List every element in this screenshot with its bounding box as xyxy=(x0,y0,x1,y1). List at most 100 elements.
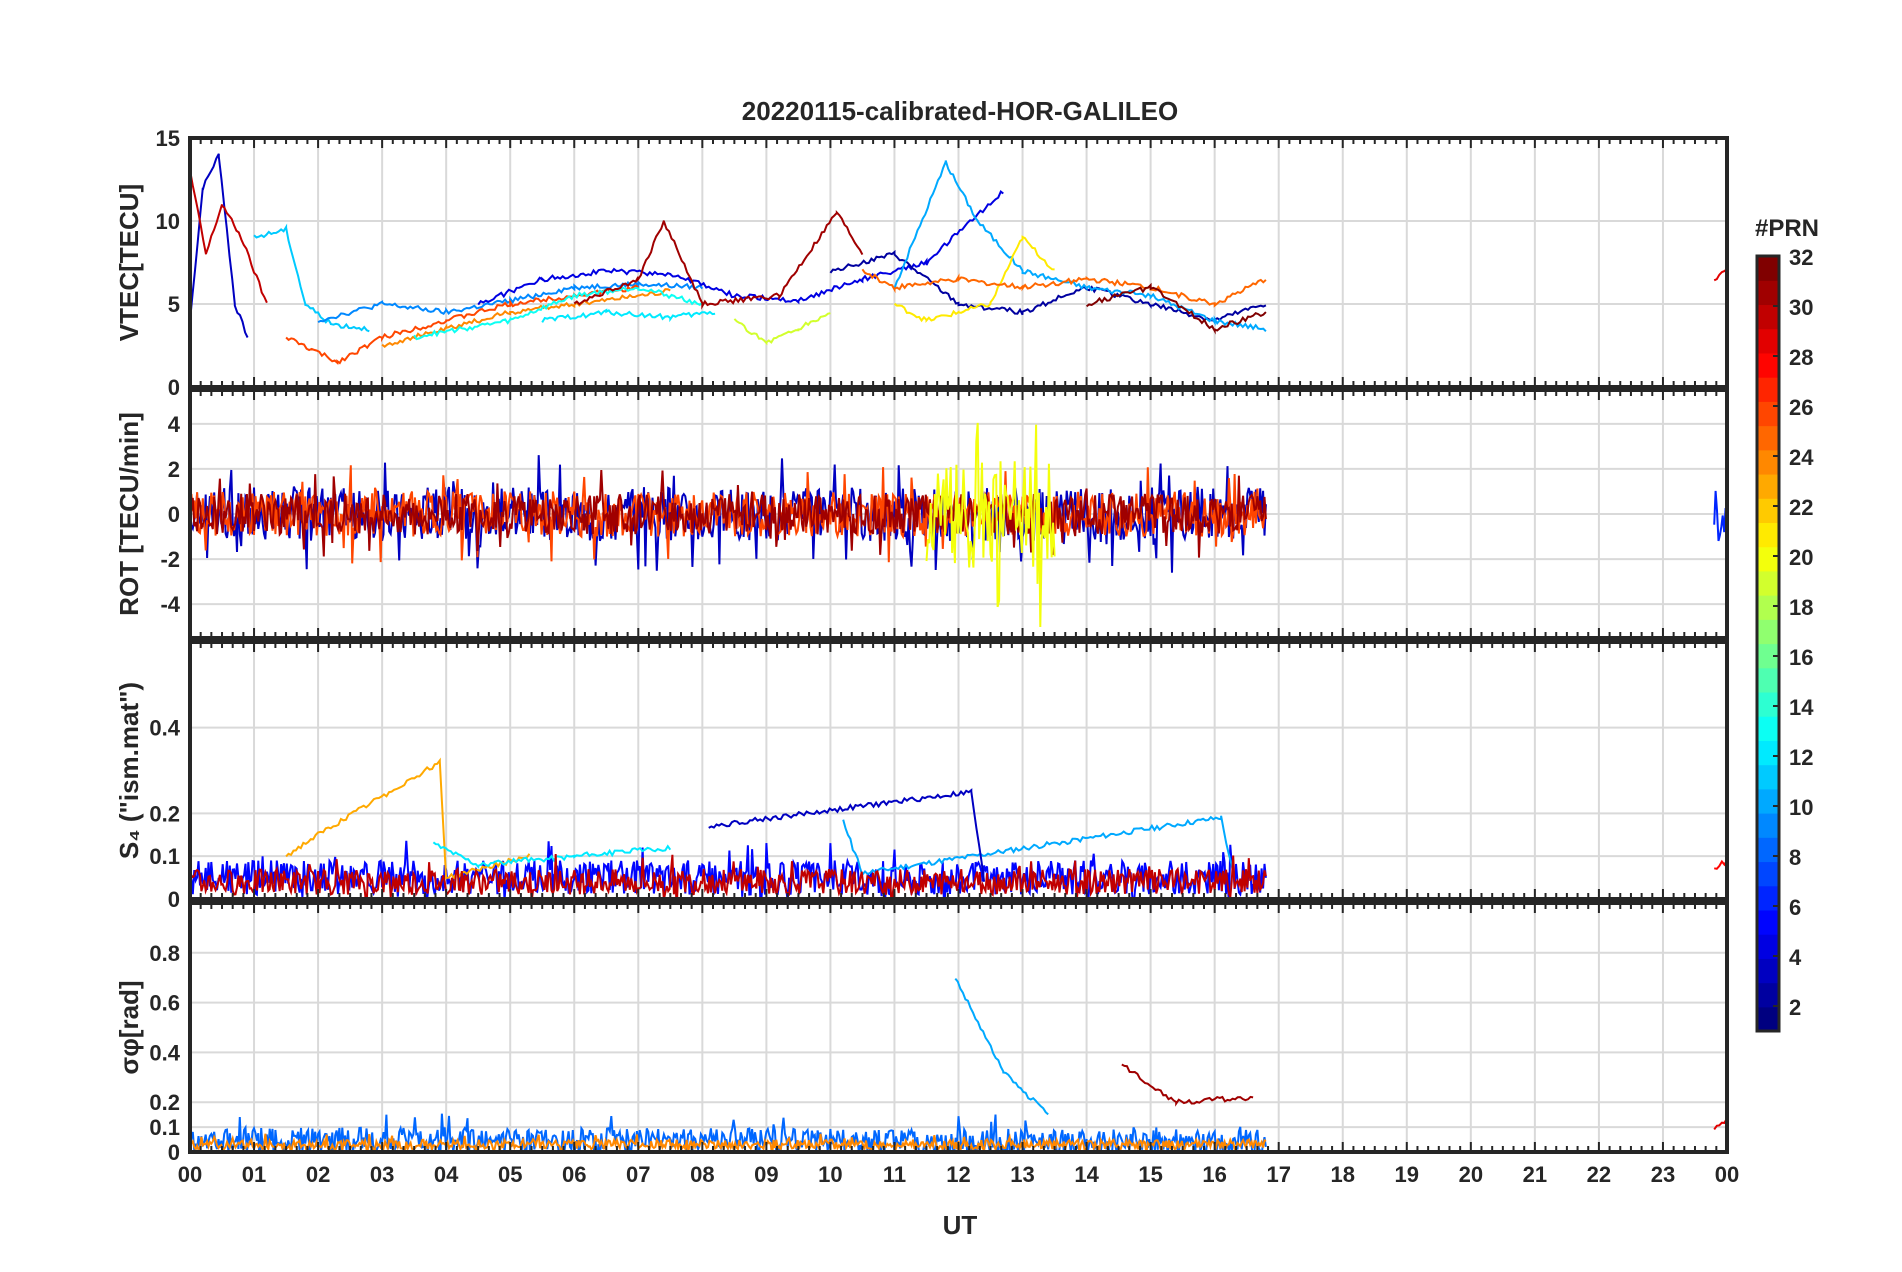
series-group xyxy=(190,153,1727,366)
x-tick-label: 04 xyxy=(434,1162,459,1187)
colorbar-band xyxy=(1757,1006,1779,1032)
colorbar-tick-label: 32 xyxy=(1789,245,1813,270)
x-tick-label: 03 xyxy=(370,1162,394,1187)
series-prn-24 xyxy=(381,288,671,348)
colorbar-band xyxy=(1757,716,1779,741)
colorbar-tick-label: 28 xyxy=(1789,345,1813,370)
y-tick-label: 0.1 xyxy=(149,844,180,869)
series-prn-21 xyxy=(893,235,1055,324)
x-tick-label: 01 xyxy=(242,1162,266,1187)
series-prn-32 xyxy=(1086,282,1267,335)
y-tick-label: 0 xyxy=(168,887,180,912)
colorbar-band xyxy=(1757,813,1779,838)
colorbar-band xyxy=(1757,401,1779,427)
colorbar-band xyxy=(1757,837,1779,863)
colorbar-band xyxy=(1757,377,1779,402)
series-prn-31 xyxy=(190,470,1267,558)
series-prn-6 xyxy=(1713,490,1727,542)
colorbar-tick-label: 16 xyxy=(1789,645,1813,670)
x-tick-label: 12 xyxy=(946,1162,970,1187)
colorbar-band xyxy=(1757,425,1779,451)
y-tick-label: -2 xyxy=(160,547,180,572)
colorbar-tick-label: 30 xyxy=(1789,295,1813,320)
chart-title: 20220115-calibrated-HOR-GALILEO xyxy=(742,96,1178,126)
colorbar-band xyxy=(1757,449,1779,475)
series-prn-12 xyxy=(432,841,672,870)
y-tick-label: 0.4 xyxy=(149,716,180,741)
colorbar-band xyxy=(1757,934,1779,959)
colorbar-band xyxy=(1757,304,1779,330)
series-prn-19 xyxy=(733,312,831,346)
panel-2: -4 -2 0 2 4 ROT [TECU/min] xyxy=(114,388,1729,640)
x-tick-label: 23 xyxy=(1651,1162,1675,1187)
series-prn-29 xyxy=(1713,268,1727,282)
panel-4: 00.10.2 0.4 0.6 0.8σφ[rad] xyxy=(114,901,1729,1165)
y-tick-label: 0.4 xyxy=(149,1040,180,1065)
x-tick-label: 17 xyxy=(1266,1162,1290,1187)
colorbar-band xyxy=(1757,619,1779,645)
colorbar-band xyxy=(1757,570,1779,596)
colorbar-band xyxy=(1757,498,1779,524)
colorbar-tick-label: 18 xyxy=(1789,595,1813,620)
series-prn-10 xyxy=(842,815,1235,877)
x-tick-label: 02 xyxy=(306,1162,330,1187)
series-prn-23 xyxy=(285,757,531,880)
y-tick-label: 0.8 xyxy=(149,941,180,966)
colorbar-tick-label: 6 xyxy=(1789,895,1801,920)
colorbar-band xyxy=(1757,861,1779,887)
series-prn-31 xyxy=(1121,1063,1254,1107)
y-tick-label: 0.2 xyxy=(149,1090,180,1115)
series-prn-4 xyxy=(477,190,1004,306)
x-tick-label: 06 xyxy=(562,1162,586,1187)
colorbar-band xyxy=(1757,788,1779,814)
x-axis-label: UT xyxy=(943,1210,978,1240)
series-prn-8 xyxy=(190,1113,1267,1152)
series-prn-28 xyxy=(1714,859,1727,870)
series-group xyxy=(190,422,1727,628)
panel-3: 0 0.1 0.2 0.4S₄ ("ism.mat") xyxy=(114,640,1729,912)
y-axis-label: σφ[rad] xyxy=(114,980,144,1074)
colorbar-tick-label: 10 xyxy=(1789,795,1813,820)
x-tick-label: 22 xyxy=(1587,1162,1611,1187)
y-tick-label: 2 xyxy=(168,457,180,482)
y-tick-label: 0.2 xyxy=(149,801,180,826)
panel-1: 0 5 10 15 VTEC[TECU] xyxy=(114,126,1729,400)
series-group xyxy=(190,977,1727,1152)
x-tick-label: 00 xyxy=(1715,1162,1739,1187)
x-tick-label: 19 xyxy=(1395,1162,1419,1187)
x-tick-label: 15 xyxy=(1138,1162,1162,1187)
colorbar-band xyxy=(1757,643,1779,669)
y-tick-label: 0 xyxy=(168,1140,180,1165)
series-prn-10 xyxy=(954,977,1049,1116)
colorbar-tick-label: 24 xyxy=(1789,445,1814,470)
x-tick-label: 10 xyxy=(818,1162,842,1187)
colorbar-band xyxy=(1757,909,1779,935)
colorbar-tick-label: 4 xyxy=(1789,945,1802,970)
y-tick-label: 15 xyxy=(156,126,180,151)
series-prn-3 xyxy=(708,788,986,882)
y-tick-label: 10 xyxy=(156,209,180,234)
series-prn-20 xyxy=(925,422,1056,628)
series-prn-25 xyxy=(861,268,1267,308)
colorbar-band xyxy=(1757,595,1779,620)
colorbar-tick-label: 14 xyxy=(1789,695,1814,720)
colorbar-band xyxy=(1757,982,1779,1008)
colorbar-tick-label: 2 xyxy=(1789,995,1801,1020)
colorbar-band xyxy=(1757,328,1779,354)
series-prn-30 xyxy=(190,169,268,304)
series-prn-31 xyxy=(573,210,864,310)
y-tick-label: 5 xyxy=(168,292,180,317)
colorbar-band xyxy=(1757,958,1779,984)
colorbar-tick-label: 22 xyxy=(1789,495,1813,520)
x-tick-label: 21 xyxy=(1523,1162,1547,1187)
y-axis-label: ROT [TECU/min] xyxy=(114,412,144,616)
colorbar-tick-label: 20 xyxy=(1789,545,1813,570)
colorbar-tick-label: 12 xyxy=(1789,745,1813,770)
colorbar-band xyxy=(1757,740,1779,766)
colorbar-frame xyxy=(1755,254,1781,1033)
x-tick-label: 05 xyxy=(498,1162,522,1187)
series-prn-13 xyxy=(413,286,703,341)
colorbar-band xyxy=(1757,764,1779,790)
